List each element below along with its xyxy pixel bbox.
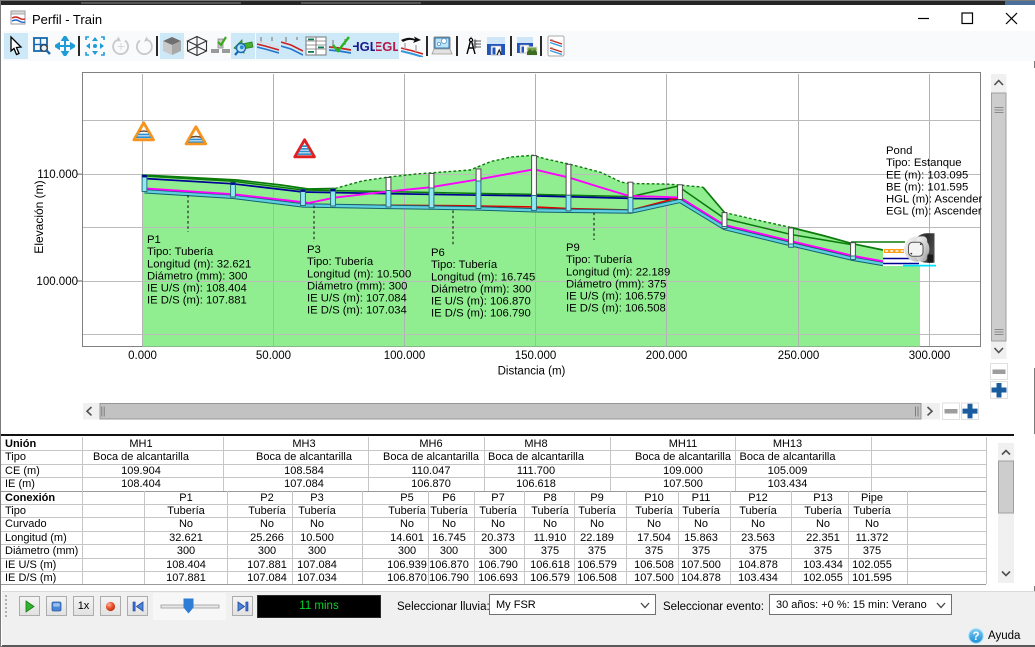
svg-text:HGL: HGL — [353, 39, 375, 54]
svg-text:IE U/S (m): 108.404: IE U/S (m): 108.404 — [147, 283, 247, 295]
svg-text:Tipo: Tubería: Tipo: Tubería — [431, 259, 498, 271]
svg-text:Longitud (m): 22.189: Longitud (m): 22.189 — [566, 266, 670, 278]
svg-text:EGL: EGL — [376, 39, 398, 54]
svg-text:Tipo: Tubería: Tipo: Tubería — [147, 246, 214, 258]
svg-text:100.000: 100.000 — [384, 350, 426, 362]
svg-text:HGL (m): Ascender: HGL (m): Ascender — [886, 194, 982, 206]
svg-text:100.000: 100.000 — [36, 276, 78, 288]
svg-text:Longitud (m): 32.621: Longitud (m): 32.621 — [147, 258, 251, 270]
svg-text:0.000: 0.000 — [128, 350, 157, 362]
svg-text:300.000: 300.000 — [909, 350, 951, 362]
svg-text:150.000: 150.000 — [515, 350, 557, 362]
svg-text:IE U/S (m): 107.084: IE U/S (m): 107.084 — [307, 293, 407, 305]
svg-text:200.000: 200.000 — [646, 350, 688, 362]
svg-text:P6: P6 — [431, 247, 445, 259]
svg-text:110.000: 110.000 — [37, 169, 78, 181]
svg-text:Pond: Pond — [886, 145, 912, 157]
svg-text:Diámetro (mm): 375: Diámetro (mm): 375 — [566, 278, 666, 290]
svg-text:Longitud (m): 10.500: Longitud (m): 10.500 — [307, 268, 411, 280]
svg-text:IE D/S (m): 106.508: IE D/S (m): 106.508 — [566, 303, 666, 315]
svg-text:Elevación (m): Elevación (m) — [32, 180, 46, 253]
svg-text:IE D/S (m): 107.034: IE D/S (m): 107.034 — [307, 305, 407, 317]
svg-text:Tipo: Tubería: Tipo: Tubería — [307, 256, 374, 268]
svg-text:Tipo: Estanque: Tipo: Estanque — [886, 157, 962, 169]
svg-text:IE D/S (m): 107.881: IE D/S (m): 107.881 — [147, 295, 247, 307]
svg-text:?: ? — [972, 631, 979, 643]
svg-text:50.000: 50.000 — [256, 350, 291, 362]
svg-text:P9: P9 — [566, 242, 580, 254]
svg-text:250.000: 250.000 — [778, 350, 820, 362]
svg-text:Longitud (m): 16.745: Longitud (m): 16.745 — [431, 271, 535, 283]
svg-text:Distancia (m): Distancia (m) — [498, 366, 566, 378]
svg-text:Diámetro (mm): 300: Diámetro (mm): 300 — [431, 283, 531, 295]
svg-text:BE (m): 101.595: BE (m): 101.595 — [886, 181, 968, 193]
svg-text:EE (m): 103.095: EE (m): 103.095 — [886, 169, 968, 181]
svg-text:IE D/S (m): 106.790: IE D/S (m): 106.790 — [431, 308, 531, 320]
svg-text:EGL (m): Ascender: EGL (m): Ascender — [886, 206, 982, 218]
svg-text:P1: P1 — [147, 234, 161, 246]
svg-text:IE U/S (m): 106.870: IE U/S (m): 106.870 — [431, 296, 531, 308]
svg-text:Diámetro (mm): 300: Diámetro (mm): 300 — [147, 270, 247, 282]
svg-text:IE U/S (m): 106.579: IE U/S (m): 106.579 — [566, 291, 666, 303]
svg-text:Tipo: Tubería: Tipo: Tubería — [566, 254, 633, 266]
svg-text:P3: P3 — [307, 244, 321, 256]
svg-text:Diámetro (mm): 300: Diámetro (mm): 300 — [307, 280, 407, 292]
